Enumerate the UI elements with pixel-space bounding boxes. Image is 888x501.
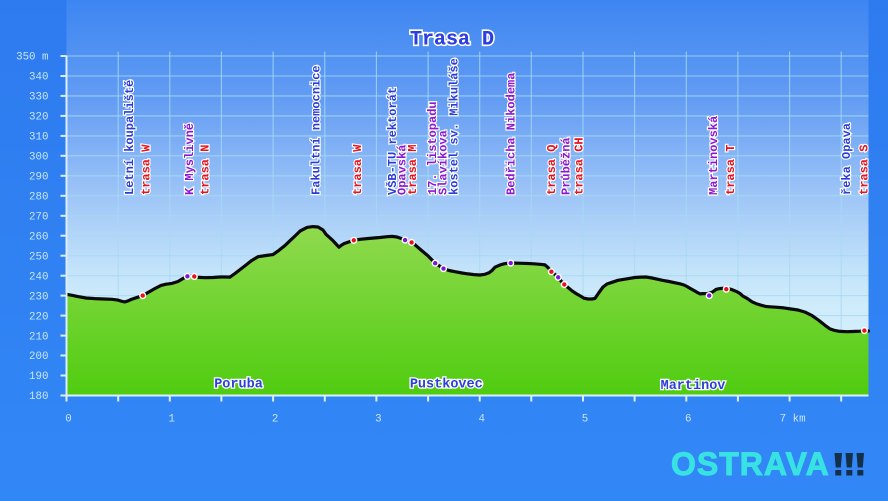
svg-text:17. listopadu: 17. listopadu xyxy=(426,101,440,195)
svg-text:Trasa D: Trasa D xyxy=(410,29,494,52)
svg-text:K Myslivně: K Myslivně xyxy=(183,123,197,195)
svg-text:trasa S: trasa S xyxy=(858,145,872,195)
svg-text:3: 3 xyxy=(375,414,381,426)
svg-text:Martinov: Martinov xyxy=(661,379,726,394)
svg-text:2: 2 xyxy=(272,414,278,426)
svg-text:230: 230 xyxy=(29,291,48,303)
svg-text:Letní koupaliště: Letní koupaliště xyxy=(123,80,137,195)
svg-text:VŠB-TU rektorát: VŠB-TU rektorát xyxy=(385,87,400,195)
svg-text:Průběžná: Průběžná xyxy=(560,137,574,195)
svg-text:300: 300 xyxy=(29,152,48,164)
svg-text:260: 260 xyxy=(29,231,48,243)
svg-text:1: 1 xyxy=(169,414,175,426)
svg-text:190: 190 xyxy=(29,371,48,383)
svg-text:Poruba: Poruba xyxy=(214,378,263,393)
svg-text:Pustkovec: Pustkovec xyxy=(410,378,483,393)
svg-text:trasa T: trasa T xyxy=(724,145,738,195)
svg-text:340: 340 xyxy=(29,72,48,84)
svg-text:trasa W: trasa W xyxy=(351,144,365,195)
svg-text:řeka Opava: řeka Opava xyxy=(840,123,854,195)
svg-text:250: 250 xyxy=(29,251,48,263)
svg-text:350 m: 350 m xyxy=(16,52,48,64)
svg-text:280: 280 xyxy=(29,192,48,204)
svg-text:310: 310 xyxy=(29,132,48,144)
svg-text:270: 270 xyxy=(29,212,48,224)
svg-text:trasa W: trasa W xyxy=(140,144,154,195)
svg-text:Martinovská: Martinovská xyxy=(707,116,721,195)
svg-text:320: 320 xyxy=(29,112,48,124)
svg-text:330: 330 xyxy=(29,92,48,104)
svg-text:trasa M: trasa M xyxy=(406,145,420,195)
svg-text:180: 180 xyxy=(29,391,48,403)
svg-text:4: 4 xyxy=(478,414,484,426)
svg-text:220: 220 xyxy=(29,311,48,323)
svg-text:trasa Q: trasa Q xyxy=(545,145,559,195)
svg-text:trasa N: trasa N xyxy=(199,145,213,195)
svg-text:290: 290 xyxy=(29,172,48,184)
svg-text:7 km: 7 km xyxy=(780,414,806,426)
svg-text:200: 200 xyxy=(29,351,48,363)
svg-text:0: 0 xyxy=(65,414,71,426)
svg-text:5: 5 xyxy=(582,414,588,426)
svg-text:OSTRAVA: OSTRAVA xyxy=(671,446,830,482)
svg-text:kostel sv. Mikuláše: kostel sv. Mikuláše xyxy=(448,58,462,195)
svg-text:Opavská: Opavská xyxy=(396,145,410,195)
svg-text:240: 240 xyxy=(29,271,48,283)
svg-text:Bedřicha Nikodema: Bedřicha Nikodema xyxy=(505,73,519,195)
svg-text:Fakultní nemocnice: Fakultní nemocnice xyxy=(310,65,324,195)
svg-text:trasa CH: trasa CH xyxy=(573,137,587,195)
svg-text:Slavíkova: Slavíkova xyxy=(437,130,451,195)
svg-text:6: 6 xyxy=(685,414,691,426)
svg-text:Trasa D: Trasa D xyxy=(410,29,494,52)
svg-text:210: 210 xyxy=(29,331,48,343)
